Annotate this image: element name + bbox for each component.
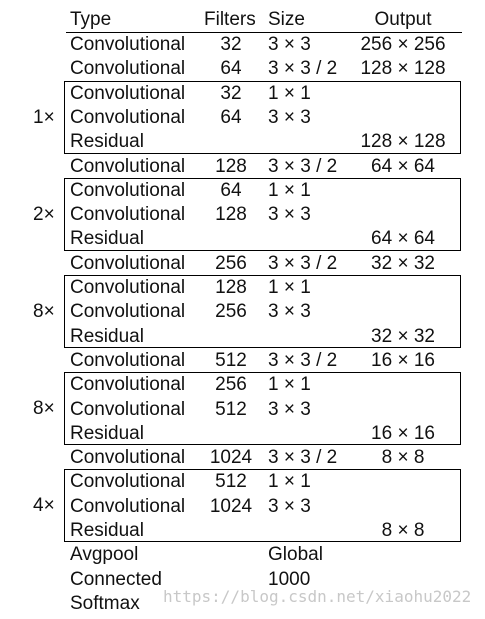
layer-filters-cell: 64 bbox=[220, 107, 242, 128]
layer-size-cell: 3 × 3 / 2 bbox=[268, 156, 338, 177]
layer-output-cell: 128 × 128 bbox=[360, 58, 446, 79]
layer-type-cell: Convolutional bbox=[70, 277, 186, 298]
layer-size-cell: 3 × 3 / 2 bbox=[268, 350, 338, 371]
block-multiplier: 8× bbox=[33, 398, 55, 419]
layer-type-cell: Convolutional bbox=[70, 156, 186, 177]
layer-type-cell: Connected bbox=[70, 569, 162, 590]
layer-size-cell: 3 × 3 bbox=[268, 107, 311, 128]
layer-type-cell: Avgpool bbox=[70, 544, 139, 565]
layer-type-cell: Convolutional bbox=[70, 399, 186, 420]
layer-filters-cell: 512 bbox=[215, 399, 247, 420]
header-filters: Filters bbox=[204, 9, 256, 30]
layer-type-cell: Residual bbox=[70, 228, 144, 249]
layer-size-cell: 1 × 1 bbox=[268, 471, 311, 492]
layer-output-cell: 64 × 64 bbox=[371, 156, 435, 177]
layer-output-cell: 8 × 8 bbox=[381, 520, 425, 541]
layer-type-cell: Residual bbox=[70, 423, 144, 444]
residual-block-box bbox=[64, 178, 461, 251]
layer-type-cell: Residual bbox=[70, 520, 144, 541]
layer-output-cell: 16 × 16 bbox=[371, 350, 435, 371]
layer-filters-cell: 128 bbox=[215, 277, 247, 298]
layer-size-cell: 1000 bbox=[268, 569, 311, 590]
header-type: Type bbox=[70, 9, 112, 30]
layer-output-cell: 32 × 32 bbox=[371, 253, 435, 274]
layer-filters-cell: 256 bbox=[215, 374, 247, 395]
layer-type-cell: Convolutional bbox=[70, 204, 186, 225]
layer-filters-cell: 64 bbox=[220, 58, 242, 79]
layer-size-cell: 3 × 3 bbox=[268, 204, 311, 225]
layer-type-cell: Softmax bbox=[70, 593, 140, 614]
layer-output-cell: 16 × 16 bbox=[371, 423, 435, 444]
layer-output-cell: 256 × 256 bbox=[360, 34, 446, 55]
layer-size-cell: 1 × 1 bbox=[268, 277, 311, 298]
layer-size-cell: 1 × 1 bbox=[268, 83, 311, 104]
layer-size-cell: 3 × 3 bbox=[268, 301, 311, 322]
layer-type-cell: Residual bbox=[70, 131, 144, 152]
layer-type-cell: Convolutional bbox=[70, 496, 186, 517]
layer-size-cell: 3 × 3 bbox=[268, 34, 311, 55]
layer-size-cell: 3 × 3 / 2 bbox=[268, 58, 338, 79]
layer-output-cell: 128 × 128 bbox=[360, 131, 446, 152]
layer-size-cell: 3 × 3 bbox=[268, 399, 311, 420]
layer-type-cell: Convolutional bbox=[70, 58, 186, 79]
layer-type-cell: Convolutional bbox=[70, 83, 186, 104]
layer-type-cell: Convolutional bbox=[70, 107, 186, 128]
layer-filters-cell: 1024 bbox=[209, 496, 253, 517]
layer-filters-cell: 128 bbox=[215, 156, 247, 177]
block-multiplier: 8× bbox=[33, 301, 55, 322]
layer-type-cell: Convolutional bbox=[70, 180, 186, 201]
layer-filters-cell: 1024 bbox=[209, 447, 253, 468]
layer-size-cell: 3 × 3 / 2 bbox=[268, 447, 338, 468]
header-size: Size bbox=[268, 9, 305, 30]
layer-filters-cell: 512 bbox=[215, 471, 247, 492]
layer-output-cell: 32 × 32 bbox=[371, 326, 435, 347]
layer-output-cell: 64 × 64 bbox=[371, 228, 435, 249]
block-multiplier: 4× bbox=[33, 495, 55, 516]
residual-block-box bbox=[64, 81, 461, 154]
layer-size-cell: 3 × 3 bbox=[268, 496, 311, 517]
residual-block-box bbox=[64, 275, 461, 348]
block-multiplier: 2× bbox=[33, 204, 55, 225]
residual-block-box bbox=[64, 372, 461, 445]
layer-type-cell: Convolutional bbox=[70, 301, 186, 322]
block-multiplier: 1× bbox=[33, 107, 55, 128]
layer-filters-cell: 128 bbox=[215, 204, 247, 225]
layer-type-cell: Convolutional bbox=[70, 374, 186, 395]
header-rule bbox=[66, 32, 462, 33]
layer-filters-cell: 256 bbox=[215, 253, 247, 274]
layer-type-cell: Convolutional bbox=[70, 447, 186, 468]
layer-type-cell: Convolutional bbox=[70, 350, 186, 371]
layer-filters-cell: 64 bbox=[220, 180, 242, 201]
layer-type-cell: Convolutional bbox=[70, 471, 186, 492]
layer-filters-cell: 32 bbox=[220, 34, 242, 55]
layer-type-cell: Convolutional bbox=[70, 253, 186, 274]
layer-type-cell: Convolutional bbox=[70, 34, 186, 55]
layer-type-cell: Residual bbox=[70, 326, 144, 347]
header-output: Output bbox=[374, 9, 432, 30]
watermark: https://blog.csdn.net/xiaohu2022 bbox=[163, 587, 472, 606]
layer-filters-cell: 512 bbox=[215, 350, 247, 371]
layer-size-cell: 1 × 1 bbox=[268, 180, 311, 201]
residual-block-box bbox=[64, 469, 461, 542]
layer-output-cell: 8 × 8 bbox=[381, 447, 425, 468]
layer-filters-cell: 256 bbox=[215, 301, 247, 322]
layer-size-cell: 1 × 1 bbox=[268, 374, 311, 395]
layer-size-cell: 3 × 3 / 2 bbox=[268, 253, 338, 274]
layer-size-cell: Global bbox=[268, 544, 323, 565]
layer-filters-cell: 32 bbox=[220, 83, 242, 104]
